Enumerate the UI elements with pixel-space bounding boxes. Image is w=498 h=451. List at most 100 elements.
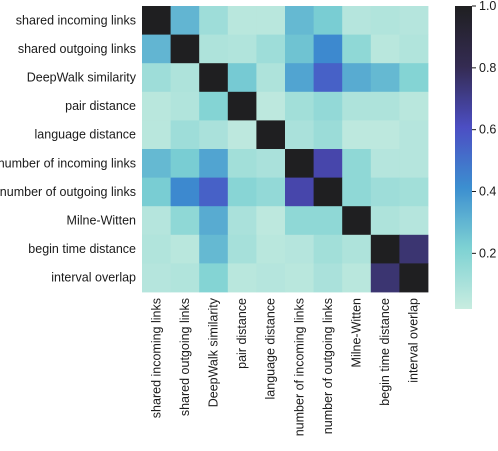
column-label: Milne-Witten (350, 298, 364, 368)
heatmap-cell-r6-c2 (199, 177, 229, 207)
heatmap-cell-r9-c3 (227, 263, 257, 293)
heatmap-cell-r8-c9 (399, 234, 429, 264)
heatmap-cell-r1-c5 (285, 34, 314, 64)
heatmap-cell-r3-c9 (399, 91, 429, 121)
colorbar-tick-label: 0.8 (479, 61, 496, 75)
heatmap-cell-r1-c3 (227, 34, 257, 64)
column-label: number of incoming links (292, 298, 306, 436)
heatmap-cell-r4-c7 (342, 120, 372, 150)
row-label: interval overlap (51, 271, 136, 285)
heatmap-cell-r2-c5 (285, 63, 314, 93)
heatmap-cell-r9-c4 (256, 263, 286, 293)
heatmap-cell-r3-c6 (313, 91, 343, 121)
heatmap-cell-r0-c9 (399, 6, 429, 35)
heatmap-cell-r0-c2 (199, 6, 229, 35)
row-tick-labels: shared incoming links shared outgoing lin… (0, 13, 137, 284)
heatmap-cell-r6-c1 (170, 177, 200, 207)
heatmap-cell-r7-c8 (370, 206, 400, 236)
heatmap-cell-r3-c0 (142, 91, 171, 121)
heatmap-cell-r2-c0 (142, 63, 171, 93)
heatmap-cell-r2-c8 (370, 63, 400, 93)
heatmap-cell-r7-c5 (285, 206, 314, 236)
heatmap-cell-r9-c7 (342, 263, 372, 293)
heatmap-cell-r0-c0 (142, 6, 171, 35)
colorbar-tick-label: 0.6 (479, 123, 496, 137)
heatmap-cell-r5-c6 (313, 149, 343, 178)
heatmap-cell-r0-c8 (370, 6, 400, 35)
heatmap-cell-r4-c9 (399, 120, 429, 150)
heatmap-cell-r7-c2 (199, 206, 229, 236)
heatmap-cell-r1-c9 (399, 34, 429, 64)
column-label: shared incoming links (149, 298, 163, 418)
heatmap-cell-r9-c6 (313, 263, 343, 293)
heatmap-cell-r9-c5 (285, 263, 314, 293)
heatmap-cell-r1-c1 (170, 34, 200, 64)
heatmap-cell-r7-c4 (256, 206, 286, 236)
heatmap-cell-r2-c1 (170, 63, 200, 93)
row-label: begin time distance (28, 242, 136, 256)
heatmap-cell-r5-c1 (170, 149, 200, 178)
heatmap-cell-r8-c1 (170, 234, 200, 264)
heatmap-cell-r7-c3 (227, 206, 257, 236)
colorbar-tick-label: 1.0 (479, 0, 496, 13)
heatmap-cell-r4-c1 (170, 120, 200, 150)
heatmap-cell-r6-c0 (142, 177, 171, 207)
heatmap-cell-r4-c6 (313, 120, 343, 150)
heatmap-cell-r6-c6 (313, 177, 343, 207)
heatmap-cell-r0-c4 (256, 6, 286, 35)
heatmap-cell-r6-c9 (399, 177, 429, 207)
heatmap-cell-r6-c4 (256, 177, 286, 207)
heatmap-cell-r3-c3 (227, 91, 257, 121)
heatmap-cell-r1-c2 (199, 34, 229, 64)
heatmap-cell-r4-c5 (285, 120, 314, 150)
column-label: DeepWalk similarity (207, 297, 221, 407)
heatmap-cell-r0-c7 (342, 6, 372, 35)
heatmap-cell-r0-c3 (227, 6, 257, 35)
colorbar-gradient (455, 6, 472, 309)
heatmap-cell-r3-c5 (285, 91, 314, 121)
heatmap-cell-r6-c3 (227, 177, 257, 207)
row-label: language distance (35, 128, 137, 142)
heatmap-cell-r5-c3 (227, 149, 257, 178)
row-label: number of incoming links (0, 156, 136, 170)
heatmap-cell-r8-c2 (199, 234, 229, 264)
heatmap-cell-r9-c1 (170, 263, 200, 293)
heatmap-cell-r2-c4 (256, 63, 286, 93)
heatmap-cell-r8-c0 (142, 234, 171, 264)
row-label: DeepWalk similarity (27, 71, 137, 85)
heatmap-cell-r0-c5 (285, 6, 314, 35)
heatmap-cell-r3-c2 (199, 91, 229, 121)
row-label: Milne-Witten (67, 214, 137, 228)
heatmap-cell-r7-c0 (142, 206, 171, 236)
column-label: language distance (264, 298, 278, 400)
heatmap-cell-r9-c9 (399, 263, 429, 293)
heatmap-cell-r4-c4 (256, 120, 286, 150)
heatmap-cell-r8-c4 (256, 234, 286, 264)
heatmap-cell-r8-c6 (313, 234, 343, 264)
heatmap-cell-r3-c8 (370, 91, 400, 121)
heatmap-cell-r6-c5 (285, 177, 314, 207)
heatmap-cell-r7-c7 (342, 206, 372, 236)
row-label: shared incoming links (16, 13, 136, 27)
row-label: pair distance (65, 99, 136, 113)
heatmap-cell-r1-c4 (256, 34, 286, 64)
heatmap-cell-r5-c4 (256, 149, 286, 178)
heatmap-cell-r2-c2 (199, 63, 229, 93)
heatmap-cell-r8-c8 (370, 234, 400, 264)
heatmap-cell-r8-c5 (285, 234, 314, 264)
heatmap-cell-r7-c6 (313, 206, 343, 236)
colorbar: 0.2 0.4 0.6 0.8 1.0 (455, 0, 496, 309)
heatmap-cell-r9-c0 (142, 263, 171, 293)
heatmap-cell-r4-c3 (227, 120, 257, 150)
heatmap-cell-r2-c6 (313, 63, 343, 93)
column-tick-labels: shared incoming links shared outgoing lin… (149, 297, 420, 436)
column-label: pair distance (235, 298, 249, 369)
column-label: interval overlap (407, 298, 421, 383)
heatmap-cell-r1-c7 (342, 34, 372, 64)
heatmap-cell-r1-c8 (370, 34, 400, 64)
heatmap-cell-r3-c1 (170, 91, 200, 121)
heatmap-cell-r9-c8 (370, 263, 400, 293)
heatmap-cell-r7-c1 (170, 206, 200, 236)
heatmap-cell-r0-c1 (170, 6, 200, 35)
